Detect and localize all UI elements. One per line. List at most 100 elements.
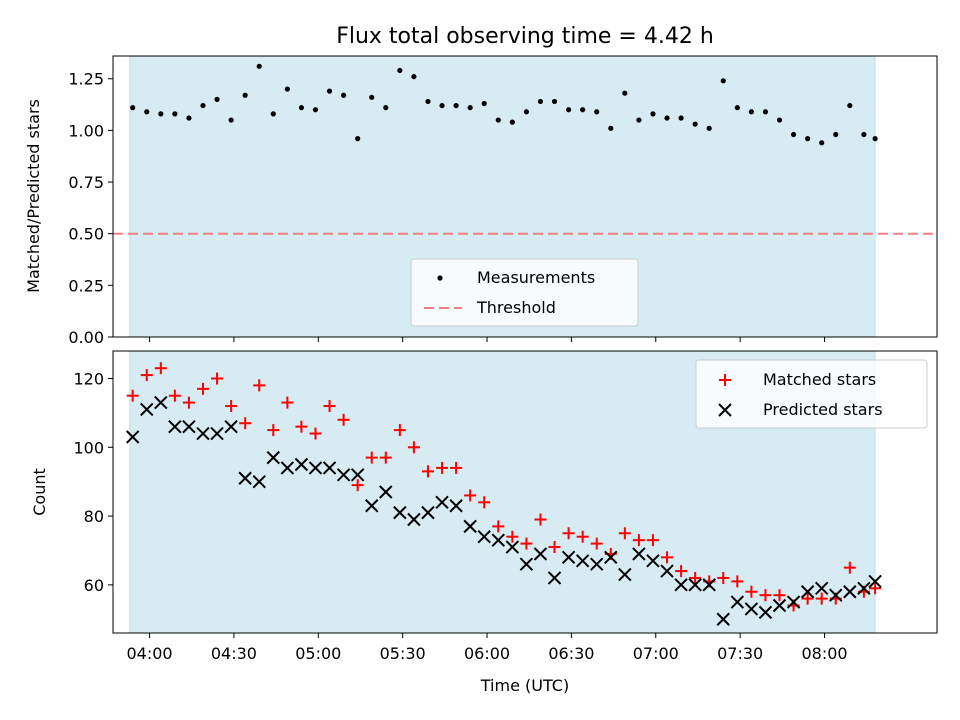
ratio-y-ticks: 0.00 0.25 0.50 0.75 1.00 1.25 — [68, 70, 113, 347]
predicted-star-point — [590, 557, 604, 571]
predicted-star-point — [266, 450, 281, 465]
measurement-point — [481, 100, 487, 107]
x-tick-label: 04:30 — [211, 644, 257, 663]
measurement-point — [158, 111, 164, 117]
predicted-star-point — [800, 585, 815, 599]
matched-star-point — [196, 382, 209, 395]
matched-star-point — [646, 534, 659, 547]
predicted-star-point — [491, 533, 505, 547]
predicted-star-point — [435, 495, 449, 510]
measurement-point — [298, 105, 305, 111]
legend-predicted-label: Predicted stars — [763, 400, 883, 419]
ratio-y-axis-label: Matched/Predicted stars — [24, 99, 43, 293]
predicted-star-point — [463, 519, 477, 534]
predicted-star-point — [449, 499, 463, 513]
matched-star-point — [309, 427, 322, 440]
measurement-point — [762, 109, 769, 115]
measurement-point — [200, 102, 206, 109]
legend-measurements-label: Measurements — [477, 268, 595, 287]
matched-star-point — [773, 589, 786, 602]
matched-star-point — [281, 396, 294, 409]
predicted-star-point — [674, 578, 688, 592]
count-legend: Matched stars Predicted stars — [695, 359, 928, 429]
measurement-point — [622, 90, 628, 96]
predicted-star-point — [308, 461, 323, 475]
measurements-series — [130, 63, 878, 146]
matched-star-point — [843, 561, 856, 574]
measurement-point — [411, 74, 417, 80]
chart-title: Flux total observing time = 4.42 h — [336, 24, 714, 49]
measurement-point — [467, 105, 473, 111]
measurement-point — [872, 136, 878, 142]
predicted-star-point — [393, 505, 407, 520]
legend-matched-label: Matched stars — [763, 370, 876, 389]
predicted-star-point — [533, 547, 548, 561]
matched-star-point — [534, 513, 547, 526]
ratio-y-tick-label: 0.00 — [68, 328, 104, 347]
predicted-star-point — [730, 595, 745, 609]
predicted-star-point — [125, 430, 140, 444]
x-tick-label: 07:00 — [633, 644, 679, 663]
ratio-panel: 0.00 0.25 0.50 0.75 1.00 1.25 Matched/Predict… — [24, 55, 938, 347]
measurement-point — [228, 117, 234, 123]
ratio-y-tick-label: 0.50 — [68, 225, 104, 244]
predicted-star-point — [182, 419, 196, 434]
predicted-star-point — [224, 419, 238, 434]
x-axis-label: Time (UTC) — [480, 676, 569, 695]
measurement-point — [369, 94, 375, 100]
predicted-star-point — [238, 471, 252, 485]
measurement-point — [355, 136, 361, 142]
matched-star-point — [225, 400, 238, 413]
matched-star-point — [295, 420, 308, 433]
matched-star-point — [421, 465, 434, 478]
count-y-axis-label: Count — [30, 468, 49, 516]
predicted-star-point — [758, 605, 773, 620]
measurement-point — [790, 131, 797, 138]
count-panel: 60 80 100 120 04:00 04:30 05:00 05:30 06:00 06:3… — [30, 350, 938, 695]
count-y-ticks: 60 80 100 120 — [73, 370, 113, 595]
measurement-point — [495, 117, 501, 123]
matched-star-point — [154, 362, 167, 375]
matched-star-point — [140, 369, 153, 382]
matched-star-point — [548, 541, 561, 554]
measurement-point — [186, 115, 192, 121]
predicted-star-point — [702, 578, 716, 592]
predicted-star-point — [477, 530, 491, 544]
ratio-y-tick-label: 1.00 — [68, 121, 104, 140]
predicted-star-point — [618, 567, 632, 582]
count-y-tick-label: 80 — [84, 507, 104, 526]
matched-star-point — [407, 441, 420, 454]
legend-measurements-marker — [437, 275, 443, 281]
ratio-legend: Measurements Threshold — [410, 258, 639, 327]
count-y-tick-label: 120 — [73, 370, 104, 389]
measurement-point — [144, 109, 150, 115]
measurement-point — [819, 140, 825, 146]
predicted-star-point — [660, 564, 674, 578]
matched-star-point — [576, 530, 589, 543]
ratio-y-tick-label: 1.25 — [68, 70, 104, 89]
matched-star-point — [351, 479, 364, 492]
matched-star-point — [478, 496, 491, 509]
measurement-point — [523, 109, 530, 115]
measurement-point — [341, 92, 347, 98]
ratio-x-ticks — [149, 337, 826, 342]
measurement-point — [242, 92, 248, 98]
matched-star-point — [661, 551, 674, 564]
ratio-y-tick-label: 0.25 — [68, 276, 104, 295]
predicted-star-point — [688, 578, 702, 592]
measurement-point — [453, 102, 459, 109]
measurement-point — [636, 117, 642, 123]
measurement-point — [214, 96, 220, 102]
measurement-point — [425, 98, 431, 105]
predicted-star-point — [505, 540, 520, 554]
matched-star-point — [337, 413, 350, 426]
matched-star-point — [801, 592, 814, 605]
predicted-star-point — [772, 598, 787, 613]
matched-star-point — [815, 592, 828, 605]
ratio-legend-box — [410, 258, 639, 327]
measurement-point — [580, 107, 586, 113]
matched-star-point — [675, 565, 688, 578]
matched-star-point — [436, 461, 449, 474]
measurement-point — [256, 63, 262, 69]
measurement-point — [748, 109, 754, 115]
